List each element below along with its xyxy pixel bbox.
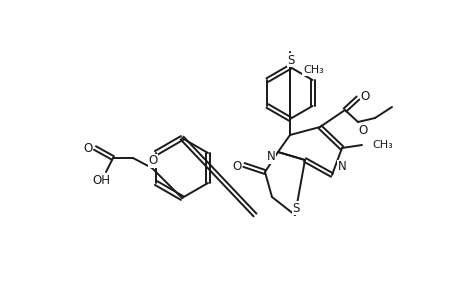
Text: S: S: [291, 202, 299, 214]
Text: O: O: [148, 154, 157, 167]
Text: CH₃: CH₃: [302, 65, 323, 75]
Text: CH₃: CH₃: [371, 140, 392, 150]
Text: O: O: [83, 142, 92, 155]
Text: N: N: [337, 160, 346, 173]
Text: O: O: [232, 160, 241, 172]
Text: S: S: [287, 53, 294, 67]
Text: N: N: [266, 151, 275, 164]
Text: OH: OH: [92, 175, 110, 188]
Text: O: O: [359, 89, 369, 103]
Text: O: O: [358, 124, 367, 136]
